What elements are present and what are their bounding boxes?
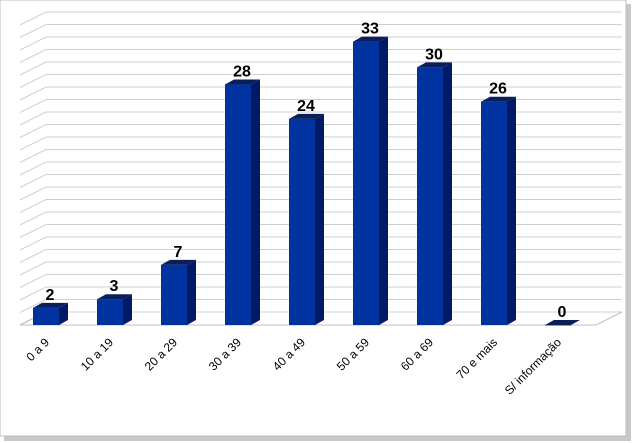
grid-line <box>19 11 622 26</box>
bar <box>161 259 196 325</box>
bar-top <box>545 320 580 325</box>
bar-side <box>315 113 324 325</box>
bar-side <box>251 79 260 325</box>
data-label: 26 <box>489 81 507 98</box>
bar-top <box>481 96 516 102</box>
grid-line <box>19 61 622 76</box>
bar <box>417 62 452 326</box>
bar <box>33 302 68 325</box>
bar-front <box>417 67 443 326</box>
bar-front <box>289 118 315 325</box>
data-label: 33 <box>361 21 379 38</box>
bar-front <box>161 264 187 325</box>
bar-front <box>353 41 379 326</box>
bar-top <box>33 302 68 308</box>
bar-side <box>187 259 196 325</box>
bar-top <box>353 36 388 42</box>
bar <box>289 113 324 325</box>
bar <box>353 36 388 326</box>
data-label: 30 <box>425 46 443 63</box>
bar-front <box>97 299 123 325</box>
bar <box>225 79 260 325</box>
bar-top <box>97 294 132 300</box>
grid-line <box>19 24 622 38</box>
bar-top <box>161 259 196 265</box>
bar-side <box>59 302 68 325</box>
bar-side <box>443 62 452 326</box>
bar <box>97 294 132 325</box>
chart-floor <box>20 311 623 326</box>
bar-front <box>33 307 59 325</box>
data-label: 2 <box>46 287 55 304</box>
bar-side <box>379 36 388 326</box>
grid-line <box>19 49 622 63</box>
bar-top <box>417 62 452 68</box>
bar-front <box>225 84 251 325</box>
data-label: 24 <box>297 98 315 115</box>
bar-top <box>225 79 260 85</box>
data-label: 0 <box>558 304 567 321</box>
bar-front <box>481 101 507 326</box>
bar <box>545 320 580 326</box>
bar-side <box>123 294 132 325</box>
bar <box>481 96 516 326</box>
data-label: 28 <box>233 64 251 81</box>
bar-front <box>545 325 571 326</box>
grid-line <box>19 36 622 51</box>
data-label: 3 <box>110 278 119 295</box>
data-label: 7 <box>174 244 183 261</box>
bar-side <box>507 96 516 326</box>
bar-top <box>289 113 324 119</box>
